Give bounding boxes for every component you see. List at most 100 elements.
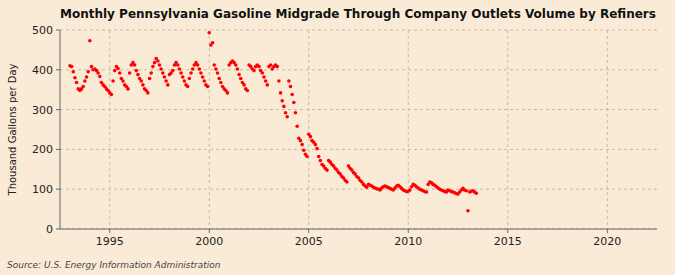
point: [408, 188, 412, 192]
point: [236, 67, 240, 71]
point: [199, 71, 203, 75]
point: [290, 93, 294, 97]
grid: [60, 30, 657, 229]
point: [242, 83, 246, 87]
x-grid-line: [408, 30, 409, 229]
chart: 1995200020052010201520200100200300400500…: [0, 0, 675, 275]
point: [325, 168, 329, 172]
point: [179, 71, 183, 75]
point: [261, 71, 265, 75]
point: [317, 155, 321, 159]
point: [70, 65, 74, 69]
x-tick: [109, 229, 110, 233]
point: [86, 70, 90, 74]
point: [299, 139, 303, 143]
point: [88, 39, 92, 43]
y-axis-label: Thousand Gallons per Day: [7, 63, 18, 196]
x-grid-line: [308, 30, 309, 229]
point: [315, 147, 319, 151]
point: [217, 77, 221, 81]
point: [166, 83, 170, 87]
point: [345, 180, 349, 184]
point: [151, 65, 155, 69]
y-tick: [56, 149, 60, 150]
point: [466, 209, 470, 213]
point: [148, 77, 152, 81]
point: [289, 85, 293, 89]
x-grid-line: [209, 30, 210, 229]
point: [191, 67, 195, 71]
y-tick-label: 400: [32, 64, 53, 77]
x-tick: [209, 229, 210, 233]
point: [257, 65, 261, 69]
point: [295, 125, 299, 129]
point: [158, 63, 162, 67]
point: [246, 89, 250, 93]
x-grid-line: [109, 30, 110, 229]
point: [156, 59, 160, 63]
y-tick-label: 300: [32, 104, 53, 117]
point: [294, 111, 298, 115]
y-tick: [56, 109, 60, 110]
y-grid-line: [60, 189, 657, 190]
point: [75, 81, 79, 85]
point: [96, 71, 100, 75]
y-axis-line: [60, 30, 61, 229]
x-grid-line: [507, 30, 508, 229]
x-tick-label: 1995: [96, 235, 124, 248]
point: [163, 75, 167, 79]
point: [464, 189, 468, 193]
point: [280, 99, 284, 103]
point: [202, 79, 206, 83]
point: [116, 67, 120, 71]
point: [219, 81, 223, 85]
point: [287, 79, 291, 83]
point: [425, 190, 429, 194]
point: [126, 87, 130, 91]
x-tick-label: 2010: [394, 235, 422, 248]
point: [118, 71, 122, 75]
point: [128, 71, 132, 75]
point: [159, 67, 163, 71]
y-grid-line: [60, 69, 657, 70]
point: [206, 85, 210, 89]
x-tick-label: 2005: [295, 235, 323, 248]
point: [139, 79, 143, 83]
title: Monthly Pennsylvania Gasoline Midgrade T…: [60, 7, 656, 21]
y-tick: [56, 189, 60, 190]
point: [73, 76, 77, 80]
x-tick: [607, 229, 608, 233]
point: [212, 63, 216, 67]
y-grid-line: [60, 149, 657, 150]
point: [81, 85, 85, 89]
x-grid-line: [607, 30, 608, 229]
point: [285, 115, 289, 119]
y-tick: [56, 69, 60, 70]
point: [262, 75, 266, 79]
x-tick: [408, 229, 409, 233]
background: [0, 0, 675, 275]
y-grid-line: [60, 30, 657, 31]
y-tick: [56, 229, 60, 230]
y-grid-line: [60, 229, 657, 230]
point: [113, 69, 117, 73]
point: [176, 63, 180, 67]
y-tick-label: 0: [46, 223, 53, 236]
point: [269, 63, 273, 67]
point: [133, 63, 137, 67]
point: [171, 69, 175, 73]
point: [141, 83, 145, 87]
point: [121, 79, 125, 83]
point: [164, 79, 168, 83]
point: [252, 69, 256, 73]
x-tick-label: 2000: [195, 235, 223, 248]
x-tick-label: 2020: [593, 235, 621, 248]
point: [188, 77, 192, 81]
point: [189, 71, 193, 75]
point: [239, 77, 243, 81]
point: [279, 91, 283, 95]
source: Source: U.S. Energy Information Administ…: [7, 260, 221, 270]
point: [186, 85, 190, 89]
x-tick: [308, 229, 309, 233]
y-tick-label: 100: [32, 183, 53, 196]
